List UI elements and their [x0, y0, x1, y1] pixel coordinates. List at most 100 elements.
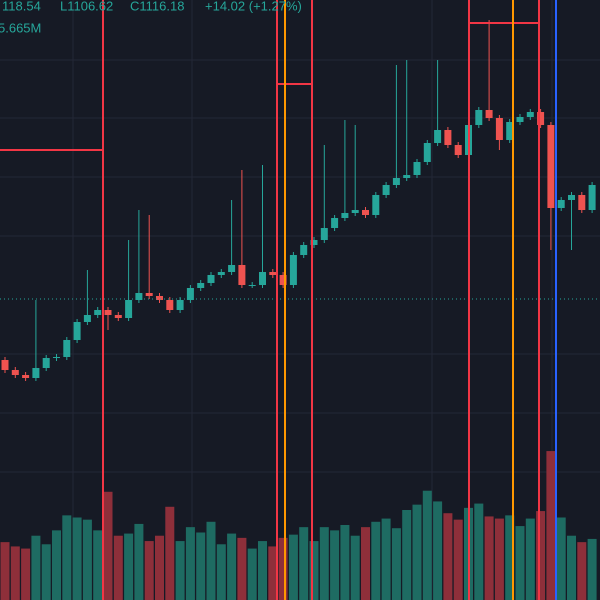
volume-bar: [31, 535, 41, 600]
volume-bar: [361, 527, 370, 600]
candle-body: [526, 112, 534, 117]
volume-bar: [443, 513, 453, 600]
candle-body: [475, 110, 483, 125]
candle-body: [331, 218, 339, 228]
candle-body: [341, 213, 349, 218]
candle-body: [197, 283, 205, 288]
candle-body: [145, 293, 153, 296]
volume-bar: [422, 490, 432, 600]
candle-body: [32, 368, 40, 378]
volume-bar: [21, 548, 31, 600]
volume-bar: [556, 517, 566, 600]
volume-bar: [577, 542, 587, 600]
volume-bar: [505, 515, 515, 600]
candle-body: [11, 370, 19, 375]
volume-bar: [268, 546, 278, 600]
close-value: C1116.18: [130, 0, 184, 13]
volume-bar: [93, 530, 103, 600]
volume-bar: [433, 501, 443, 600]
candle-body: [94, 310, 102, 315]
low-value: L1106.62: [60, 0, 113, 13]
volume-bar: [288, 534, 298, 600]
volume-bar: [113, 535, 123, 600]
volume-bar: [10, 546, 20, 600]
volume-bar: [474, 503, 484, 600]
volume-bar: [381, 518, 391, 600]
candle-body: [516, 117, 524, 122]
candle-body: [83, 315, 91, 322]
volume-bar: [103, 491, 113, 600]
candle-body: [135, 293, 143, 300]
volume-bar: [134, 523, 144, 600]
candle-body: [22, 375, 30, 378]
volume-bar: [391, 528, 401, 600]
volume-bar: [52, 530, 61, 600]
candle-body: [434, 130, 442, 143]
candle-body: [444, 130, 452, 145]
candle-body: [42, 358, 50, 368]
candle-body: [228, 265, 236, 272]
volume-bar: [309, 541, 319, 600]
volume-bar: [525, 518, 535, 600]
drawings: [0, 0, 557, 600]
volume-bar: [536, 511, 546, 600]
volume-bar: [216, 544, 226, 600]
volume-bar: [453, 519, 463, 600]
candle-body: [1, 360, 9, 370]
candle-body: [423, 143, 431, 162]
volume-bar: [0, 542, 10, 600]
candle-body: [114, 315, 122, 318]
volume-pane: [0, 451, 597, 600]
candle-body: [238, 265, 246, 285]
candle-body: [207, 275, 215, 283]
candle-body: [248, 285, 256, 286]
candle-body: [310, 240, 318, 245]
volume-bar: [330, 530, 340, 600]
candle-body: [392, 178, 400, 185]
volume-bar: [278, 537, 288, 600]
candle-body: [73, 322, 81, 340]
volume-bar: [62, 515, 72, 600]
volume-bar: [206, 521, 216, 600]
candle-body: [125, 300, 133, 318]
volume-bar: [185, 527, 195, 600]
candle-body: [537, 112, 545, 125]
candle-body: [166, 300, 174, 310]
volume-value: 5.665M: [0, 20, 41, 35]
candle-body: [588, 185, 596, 210]
candle-body: [495, 118, 503, 140]
volume-bar: [340, 525, 350, 600]
candle-body: [279, 275, 287, 285]
volume-bar: [72, 517, 82, 600]
candle-body: [382, 185, 390, 195]
candle-body: [176, 300, 184, 310]
volume-bar: [319, 527, 329, 600]
volume-bar: [227, 533, 237, 600]
volume-bar: [247, 548, 257, 600]
volume-bar: [371, 521, 381, 600]
volume-bar: [515, 526, 525, 600]
volume-bar: [144, 541, 154, 600]
candle-body: [53, 357, 60, 358]
candle-body: [104, 310, 112, 315]
volume-bar: [299, 527, 309, 600]
candle-body: [506, 122, 514, 140]
change-value: +14.02 (+1.27%): [205, 0, 302, 13]
candle-body: [351, 210, 359, 213]
volume-bar: [412, 504, 422, 600]
volume-bar: [546, 451, 556, 600]
volume-bar: [494, 518, 504, 600]
volume-bar: [124, 533, 134, 600]
volume-bar: [350, 535, 360, 600]
candle-body: [300, 245, 308, 255]
volume-bar: [165, 506, 175, 600]
volume-bar: [237, 537, 247, 600]
volume-bar: [196, 532, 206, 600]
volume-bar: [175, 541, 185, 600]
candle-body: [259, 272, 266, 285]
candle-body: [578, 195, 586, 210]
candle-body: [485, 110, 493, 118]
candle-body: [217, 272, 225, 275]
